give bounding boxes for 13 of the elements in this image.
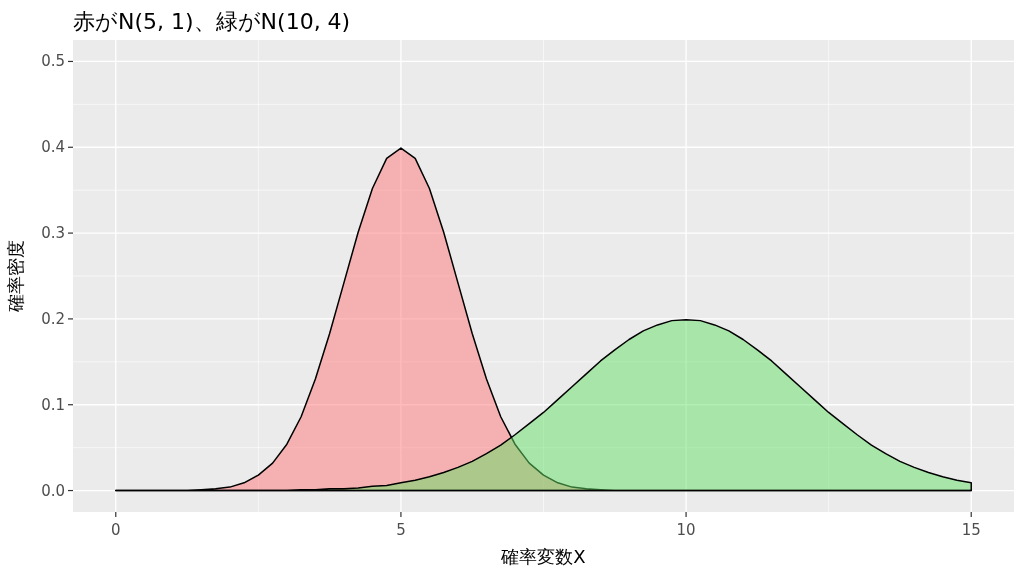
- x-tick-label: 15: [961, 521, 981, 539]
- y-axis-title: 確率密度: [5, 240, 26, 313]
- y-tick-label: 0.5: [41, 52, 65, 71]
- y-tick-label: 0.3: [41, 224, 65, 243]
- y-tick-label: 0.4: [41, 138, 65, 157]
- x-tick-label: 0: [111, 521, 121, 539]
- x-tick-label: 5: [396, 521, 406, 539]
- x-tick-label: 10: [676, 521, 696, 539]
- x-axis-title: 確率変数X: [500, 546, 586, 567]
- y-tick-label: 0.2: [41, 309, 65, 328]
- y-tick-label: 0.1: [41, 395, 65, 414]
- y-tick-label: 0.0: [41, 481, 65, 500]
- chart-title: 赤がN(5, 1)、緑がN(10, 4): [73, 9, 351, 34]
